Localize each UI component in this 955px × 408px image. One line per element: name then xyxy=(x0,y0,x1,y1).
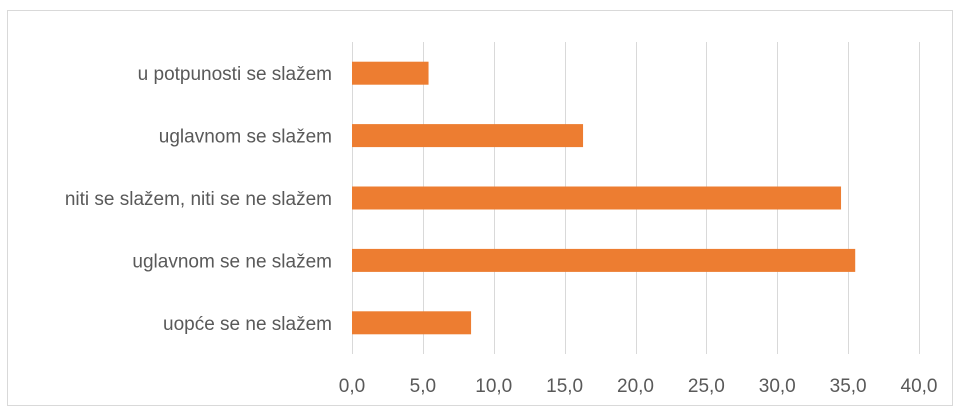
x-tick-label: 20,0 xyxy=(617,376,654,397)
bar xyxy=(352,186,842,210)
category-label: uglavnom se ne slažem xyxy=(132,251,332,272)
bar xyxy=(352,311,472,335)
x-tick-label: 30,0 xyxy=(759,376,796,397)
category-label: u potpunosti se slažem xyxy=(138,64,332,85)
bar xyxy=(352,124,584,148)
bars xyxy=(352,61,856,335)
x-tick-label: 10,0 xyxy=(475,376,512,397)
x-tick-label: 5,0 xyxy=(410,376,436,397)
bar xyxy=(352,248,856,272)
x-tick-label: 25,0 xyxy=(688,376,725,397)
x-tick-label: 15,0 xyxy=(546,376,583,397)
x-tick-label: 40,0 xyxy=(901,376,938,397)
category-labels: u potpunosti se slažem uglavnom se slažem… xyxy=(65,64,332,335)
category-label: uopće se ne slažem xyxy=(163,314,332,335)
category-label: niti se slažem, niti se ne slažem xyxy=(65,189,332,210)
x-tick-labels: 0,0 5,0 10,0 15,0 20,0 25,0 30,0 35,0 40,0 xyxy=(339,376,938,397)
x-tick-label: 0,0 xyxy=(339,376,365,397)
x-tick-label: 35,0 xyxy=(830,376,867,397)
bar xyxy=(352,61,429,85)
category-label: uglavnom se slažem xyxy=(159,127,332,148)
